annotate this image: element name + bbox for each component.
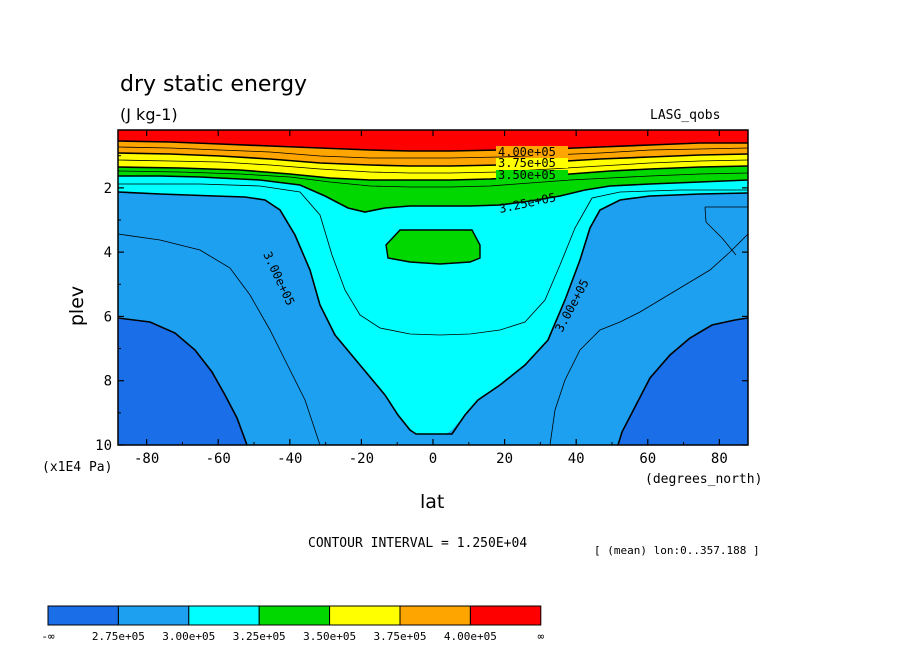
colorbar-label: 3.00e+05 [162, 630, 215, 643]
band-below-275-right [618, 318, 748, 445]
x-tick-label: 80 [711, 451, 728, 467]
colorbar-label: 4.00e+05 [444, 630, 497, 643]
y-tick-label: 8 [104, 374, 112, 390]
colorbar-swatch [188, 605, 260, 626]
x-tick-label: -20 [349, 451, 374, 467]
contour-field: 4.00e+05 3.75e+05 3.50e+05 3.25e+05 3.00… [118, 130, 748, 445]
x-tick-label: 20 [496, 451, 513, 467]
green-blob [385, 229, 481, 265]
dataset-label: LASG_qobs [650, 108, 720, 123]
colorbar-label: ∞ [537, 630, 544, 643]
x-tick-label: 60 [639, 451, 656, 467]
band-below-275-left [118, 318, 247, 445]
x-axis-label: lat [420, 491, 444, 513]
colorbar-swatch [329, 605, 401, 626]
contour-interval: CONTOUR INTERVAL = 1.250E+04 [308, 536, 527, 551]
contour-label-350: 3.50e+05 [498, 168, 556, 182]
colorbar-swatch [47, 605, 119, 626]
y-axis: 2 4 6 8 10 [95, 155, 748, 454]
y-units: (x1E4 Pa) [42, 460, 112, 475]
y-tick-label: 6 [104, 309, 112, 325]
y-axis-label: plev [66, 286, 88, 326]
x-tick-label: -80 [134, 451, 159, 467]
colorbar-swatch [469, 605, 542, 626]
thick-contours [118, 140, 748, 445]
x-tick-label: -60 [206, 451, 231, 467]
chart-units: (J kg-1) [120, 105, 178, 124]
band-275-300 [118, 192, 748, 445]
y-tick-label: 10 [95, 438, 112, 454]
x-tick-label: -40 [277, 451, 302, 467]
colorbar: -∞ 2.75e+05 3.00e+05 3.25e+05 3.50e+05 3.75e+… [41, 605, 544, 643]
x-units: (degrees_north) [645, 472, 762, 487]
colorbar-label: -∞ [41, 630, 55, 643]
x-axis: -80 -60 -40 -20 0 20 40 60 80 [134, 130, 728, 467]
colorbar-label: 3.25e+05 [233, 630, 286, 643]
colorbar-label: 2.75e+05 [92, 630, 145, 643]
mean-note: [ (mean) lon:0..357.188 ] [594, 544, 760, 557]
contour-label-400: 4.00e+05 [498, 145, 556, 159]
y-tick-label: 4 [104, 245, 112, 261]
thin-contours [118, 146, 748, 445]
colorbar-swatch [258, 605, 331, 626]
chart-title: dry static energy [120, 72, 307, 97]
colorbar-swatch [399, 605, 471, 626]
colorbar-label: 3.50e+05 [303, 630, 356, 643]
colorbar-swatch [117, 605, 190, 626]
y-tick-label: 2 [104, 181, 112, 197]
contour-label-375: 3.75e+05 [498, 156, 556, 170]
x-tick-label: 0 [429, 451, 437, 467]
x-tick-label: 40 [568, 451, 585, 467]
colorbar-label: 3.75e+05 [374, 630, 427, 643]
